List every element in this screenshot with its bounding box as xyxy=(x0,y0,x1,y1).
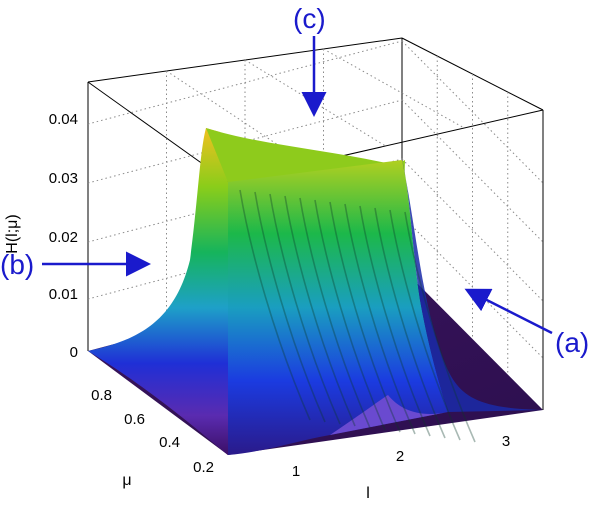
grid-line xyxy=(401,40,544,184)
z-tick-label: 0.03 xyxy=(49,170,78,187)
surface-ridge xyxy=(269,193,341,425)
l-tick-labels: 1 2 3 xyxy=(292,433,510,480)
z-tick-label: 0 xyxy=(70,344,78,361)
l-axis-label: l xyxy=(366,485,370,502)
surface-ridge xyxy=(344,203,416,435)
mu-tick-labels: 0.2 0.4 0.6 0.8 xyxy=(91,387,214,476)
z-tick-label: 0.02 xyxy=(49,229,78,246)
l-tick-label: 1 xyxy=(292,463,300,480)
mu-tick-label: 0.4 xyxy=(159,434,180,451)
z-tick-label: 0.04 xyxy=(49,111,78,128)
grid-line xyxy=(401,158,544,302)
annotation-arrows xyxy=(42,36,553,335)
surface-ridge xyxy=(254,191,326,423)
grid-line xyxy=(323,48,465,129)
surface-ridge xyxy=(359,205,431,437)
l-tick-label: 2 xyxy=(396,448,404,465)
z-axis-label: H(l;μ) xyxy=(4,214,21,253)
surface-body xyxy=(88,128,543,455)
l-tick-label: 3 xyxy=(502,433,510,450)
surface-ridge xyxy=(299,197,371,429)
mu-tick-label: 0.8 xyxy=(91,387,112,404)
annotation-label-b: (b) xyxy=(0,249,34,280)
arrow-a xyxy=(464,288,553,335)
surface-ridge xyxy=(404,211,476,443)
surface-ridge xyxy=(314,199,386,431)
surface-ridges xyxy=(239,189,476,443)
z-tick-labels: 0 0.01 0.02 0.03 0.04 xyxy=(49,111,78,361)
annotation-label-c: (c) xyxy=(293,3,326,34)
mu-axis-label: μ xyxy=(122,472,131,489)
surface-ridge xyxy=(329,201,401,433)
surface-ridge xyxy=(374,207,446,439)
annotation-label-a: (a) xyxy=(555,327,589,358)
mu-tick-label: 0.2 xyxy=(193,459,214,476)
mu-tick-label: 0.6 xyxy=(124,411,145,428)
grid-line xyxy=(401,99,544,243)
surface-ridge xyxy=(389,209,461,441)
z-tick-label: 0.01 xyxy=(49,286,78,303)
surface-ridge xyxy=(239,189,311,421)
surface-ridge xyxy=(284,195,356,427)
